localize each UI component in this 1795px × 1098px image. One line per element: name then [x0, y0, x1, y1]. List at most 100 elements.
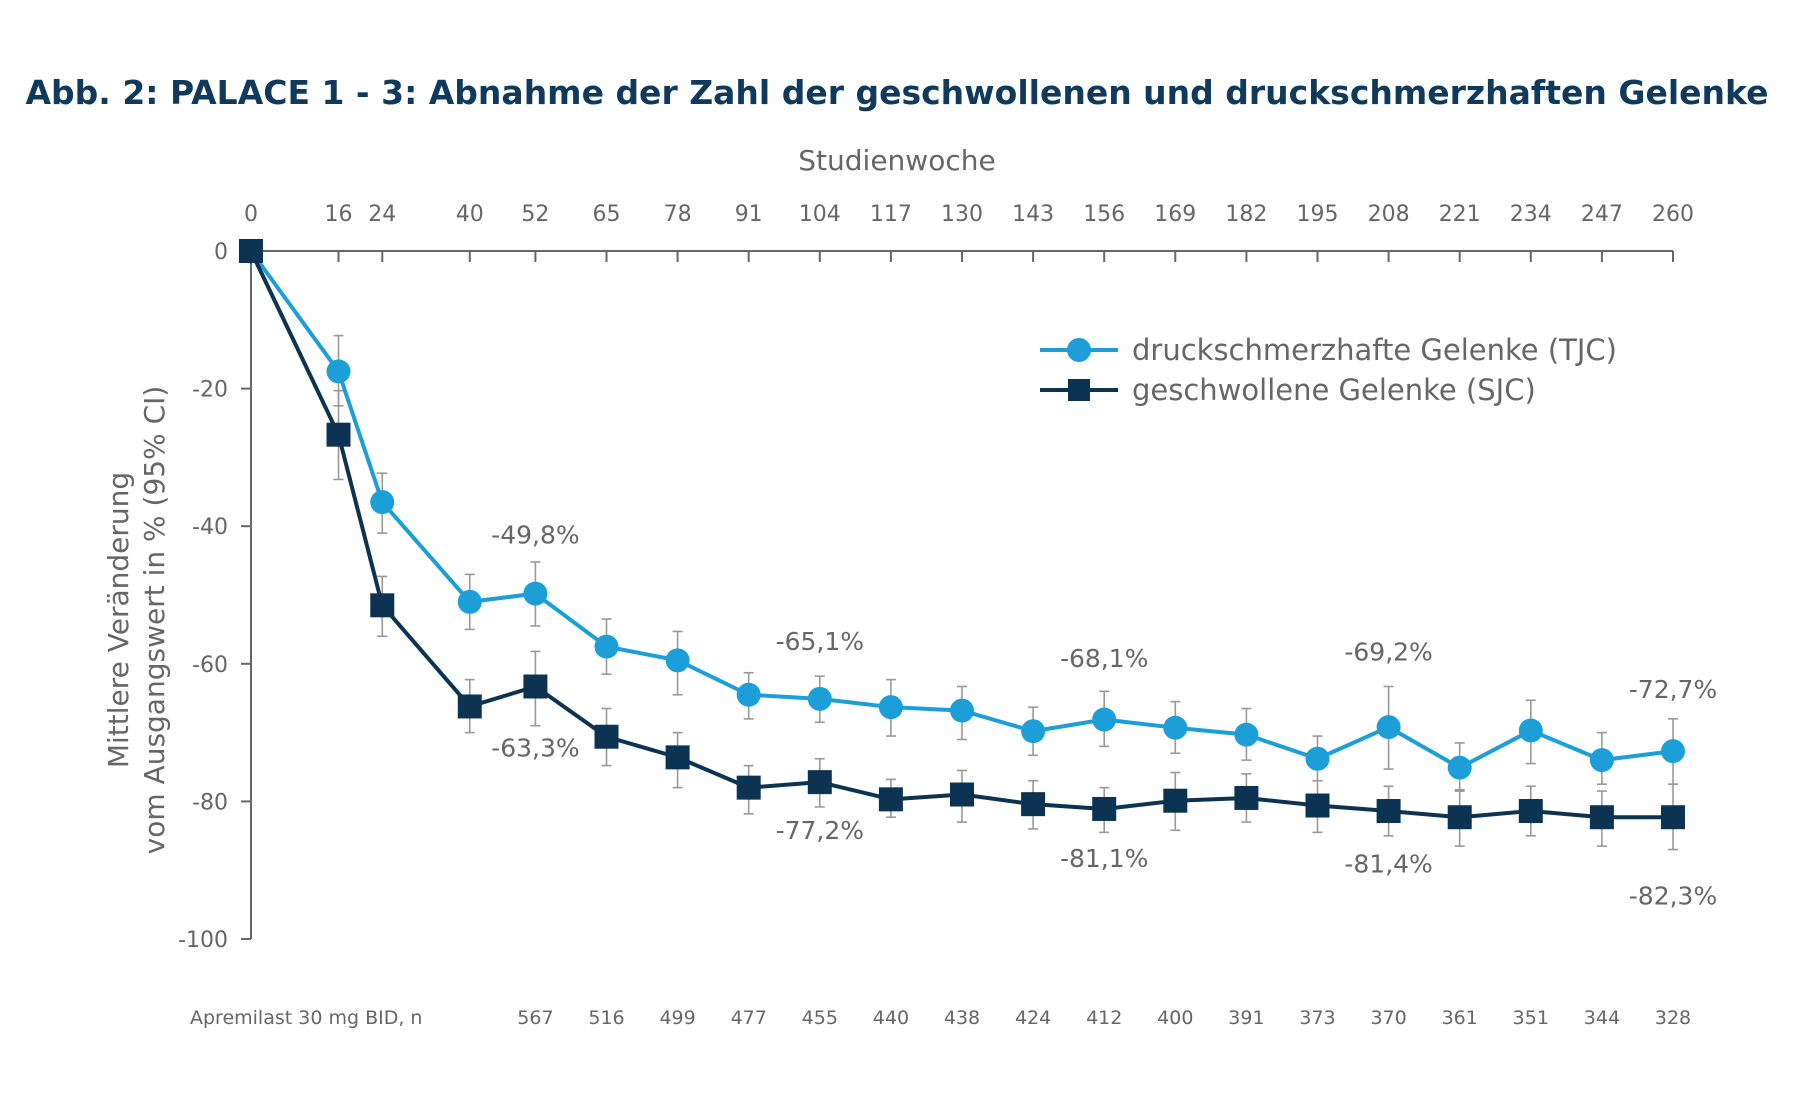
data-label: -63,3%	[491, 734, 579, 763]
x-tick-label: 156	[1083, 202, 1125, 227]
n-value: 361	[1442, 1007, 1478, 1029]
data-point-tjc	[1589, 748, 1614, 773]
n-value: 424	[1015, 1007, 1051, 1029]
n-value: 400	[1157, 1007, 1193, 1029]
x-tick-label: 52	[521, 202, 549, 227]
n-value: 351	[1513, 1007, 1549, 1029]
x-tick-label: 169	[1154, 202, 1196, 227]
n-value: 499	[659, 1007, 695, 1029]
n-value: 438	[944, 1007, 980, 1029]
axes: 0 16 24 40 52 65 78 91 104 117 130 143 156 169 182 195 2…	[178, 202, 1694, 953]
data-point-sjc	[457, 694, 482, 719]
n-value: 373	[1299, 1007, 1335, 1029]
n-value: 412	[1086, 1007, 1122, 1029]
data-label: -81,1%	[1060, 844, 1148, 873]
n-row: 567 516 499 477 455 440 438 424 412 400 391 373 370 3…	[517, 1007, 1691, 1029]
legend-marker-tjc	[1067, 338, 1091, 362]
data-point-sjc	[239, 239, 263, 263]
data-point-tjc	[1447, 755, 1472, 780]
y-tick-label: -100	[178, 928, 228, 953]
data-point-tjc	[1376, 715, 1401, 740]
y-tick-label: -40	[192, 515, 228, 540]
data-point-tjc	[1163, 715, 1188, 740]
data-point-sjc	[594, 724, 619, 749]
data-point-tjc	[326, 359, 351, 384]
x-tick-label: 221	[1439, 202, 1481, 227]
data-point-sjc	[1518, 799, 1543, 824]
data-point-sjc	[1661, 805, 1685, 830]
y-tick-label: 0	[214, 240, 228, 265]
data-point-sjc	[370, 593, 395, 618]
data-point-sjc	[807, 770, 832, 795]
legend-label-sjc: geschwollene Gelenke (SJC)	[1132, 373, 1536, 407]
n-value: 344	[1584, 1007, 1620, 1029]
y-tick-label: -20	[192, 378, 228, 403]
y-axis-title-line2: vom Ausgangswert in % (95% CI)	[138, 386, 171, 855]
x-tick-label: 117	[870, 202, 912, 227]
data-point-tjc	[878, 695, 903, 720]
data-point-tjc	[1234, 722, 1259, 747]
x-tick-label: 234	[1510, 202, 1552, 227]
data-point-tjc	[736, 682, 761, 707]
x-tick-label: 130	[941, 202, 983, 227]
x-axis-title: Studienwoche	[798, 144, 995, 177]
x-tick-label: 195	[1297, 202, 1339, 227]
data-label: -68,1%	[1060, 644, 1148, 673]
annotations: -49,8% -63,3% -65,1% -77,2% -68,1% -81,1% -69,…	[491, 520, 1717, 910]
data-point-sjc	[1589, 805, 1614, 830]
legend-label-tjc: druckschmerzhafte Gelenke (TJC)	[1132, 333, 1617, 367]
x-tick-label: 143	[1012, 202, 1054, 227]
y-axis-title: Mittlere Veränderung vom Ausgangswert in…	[102, 386, 171, 855]
data-label: -49,8%	[491, 520, 579, 549]
x-tick-label: 0	[244, 202, 258, 227]
data-label: -77,2%	[776, 816, 864, 845]
x-tick-label: 78	[664, 202, 692, 227]
x-tick-label: 91	[735, 202, 763, 227]
data-label: -82,3%	[1629, 882, 1717, 911]
n-value: 391	[1228, 1007, 1264, 1029]
data-point-tjc	[807, 686, 832, 711]
data-label: -72,7%	[1629, 675, 1717, 704]
data-point-tjc	[1661, 739, 1685, 764]
n-value: 440	[873, 1007, 909, 1029]
data-point-tjc	[1518, 718, 1543, 743]
n-value: 328	[1655, 1007, 1691, 1029]
data-label: -65,1%	[776, 627, 864, 656]
series-markers	[239, 239, 1685, 830]
x-tick-label: 247	[1581, 202, 1623, 227]
data-point-sjc	[1305, 793, 1330, 818]
x-tick-label: 16	[325, 202, 353, 227]
x-tick-label: 24	[368, 202, 396, 227]
data-point-sjc	[1234, 785, 1259, 810]
data-point-sjc	[1092, 796, 1117, 821]
data-label: -81,4%	[1344, 849, 1432, 878]
data-point-sjc	[878, 787, 903, 812]
n-value: 477	[731, 1007, 767, 1029]
n-value: 370	[1370, 1007, 1406, 1029]
data-point-tjc	[1305, 746, 1330, 771]
data-point-tjc	[523, 581, 548, 606]
data-point-tjc	[950, 698, 974, 723]
n-value: 567	[517, 1007, 553, 1029]
data-point-tjc	[457, 589, 482, 614]
data-point-sjc	[1021, 792, 1046, 817]
data-label: -69,2%	[1344, 637, 1432, 666]
y-tick-label: -60	[192, 653, 228, 678]
n-value: 516	[588, 1007, 624, 1029]
data-point-sjc	[1447, 805, 1472, 830]
x-tick-label: 65	[593, 202, 621, 227]
x-tick-label: 40	[456, 202, 484, 227]
data-point-sjc	[665, 745, 690, 770]
data-point-tjc	[1021, 719, 1046, 744]
data-point-tjc	[1092, 707, 1117, 732]
data-point-sjc	[523, 674, 548, 699]
x-tick-label: 104	[799, 202, 841, 227]
legend: druckschmerzhafte Gelenke (TJC) geschwol…	[1040, 333, 1617, 407]
data-point-sjc	[326, 422, 351, 447]
y-axis-title-line1: Mittlere Veränderung	[102, 472, 135, 768]
data-point-sjc	[1163, 788, 1188, 813]
data-point-tjc	[370, 490, 395, 515]
legend-marker-sjc	[1068, 379, 1090, 401]
x-tick-label: 260	[1652, 202, 1694, 227]
